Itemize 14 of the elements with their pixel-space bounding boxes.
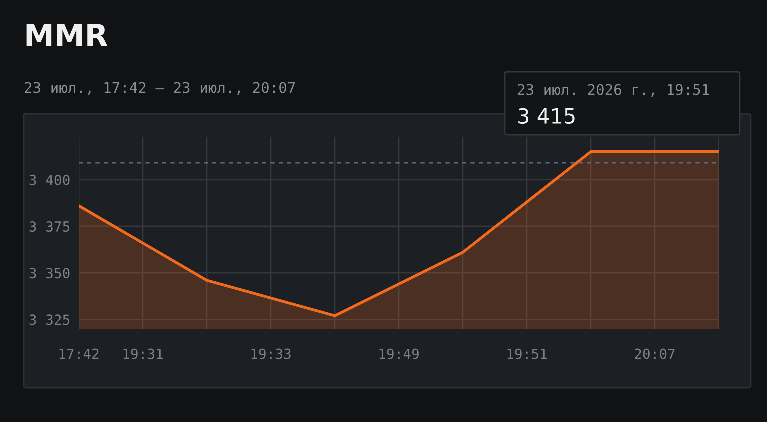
x-tick-label: 19:51 (508, 348, 547, 360)
chart-subtitle: 23 июл., 17:42 – 23 июл., 20:07 (25, 82, 296, 96)
y-tick-label: 3 375 (30, 221, 70, 232)
x-tick-label: 19:49 (380, 348, 419, 360)
chart-title: MMR (26, 24, 108, 46)
x-tick-label: 19:31 (124, 348, 163, 360)
y-tick-label: 3 400 (30, 174, 70, 186)
x-tick-label: 20:07 (635, 348, 675, 360)
y-tick-label: 3 350 (30, 268, 70, 279)
x-tick-label: 17:42 (60, 348, 99, 360)
y-tick-label: 3 325 (30, 314, 70, 326)
text: 3 415 (518, 108, 575, 124)
x-tick-label: 19:33 (252, 348, 291, 360)
text: 23 июл. 2026 г., 19:51 (518, 84, 710, 98)
